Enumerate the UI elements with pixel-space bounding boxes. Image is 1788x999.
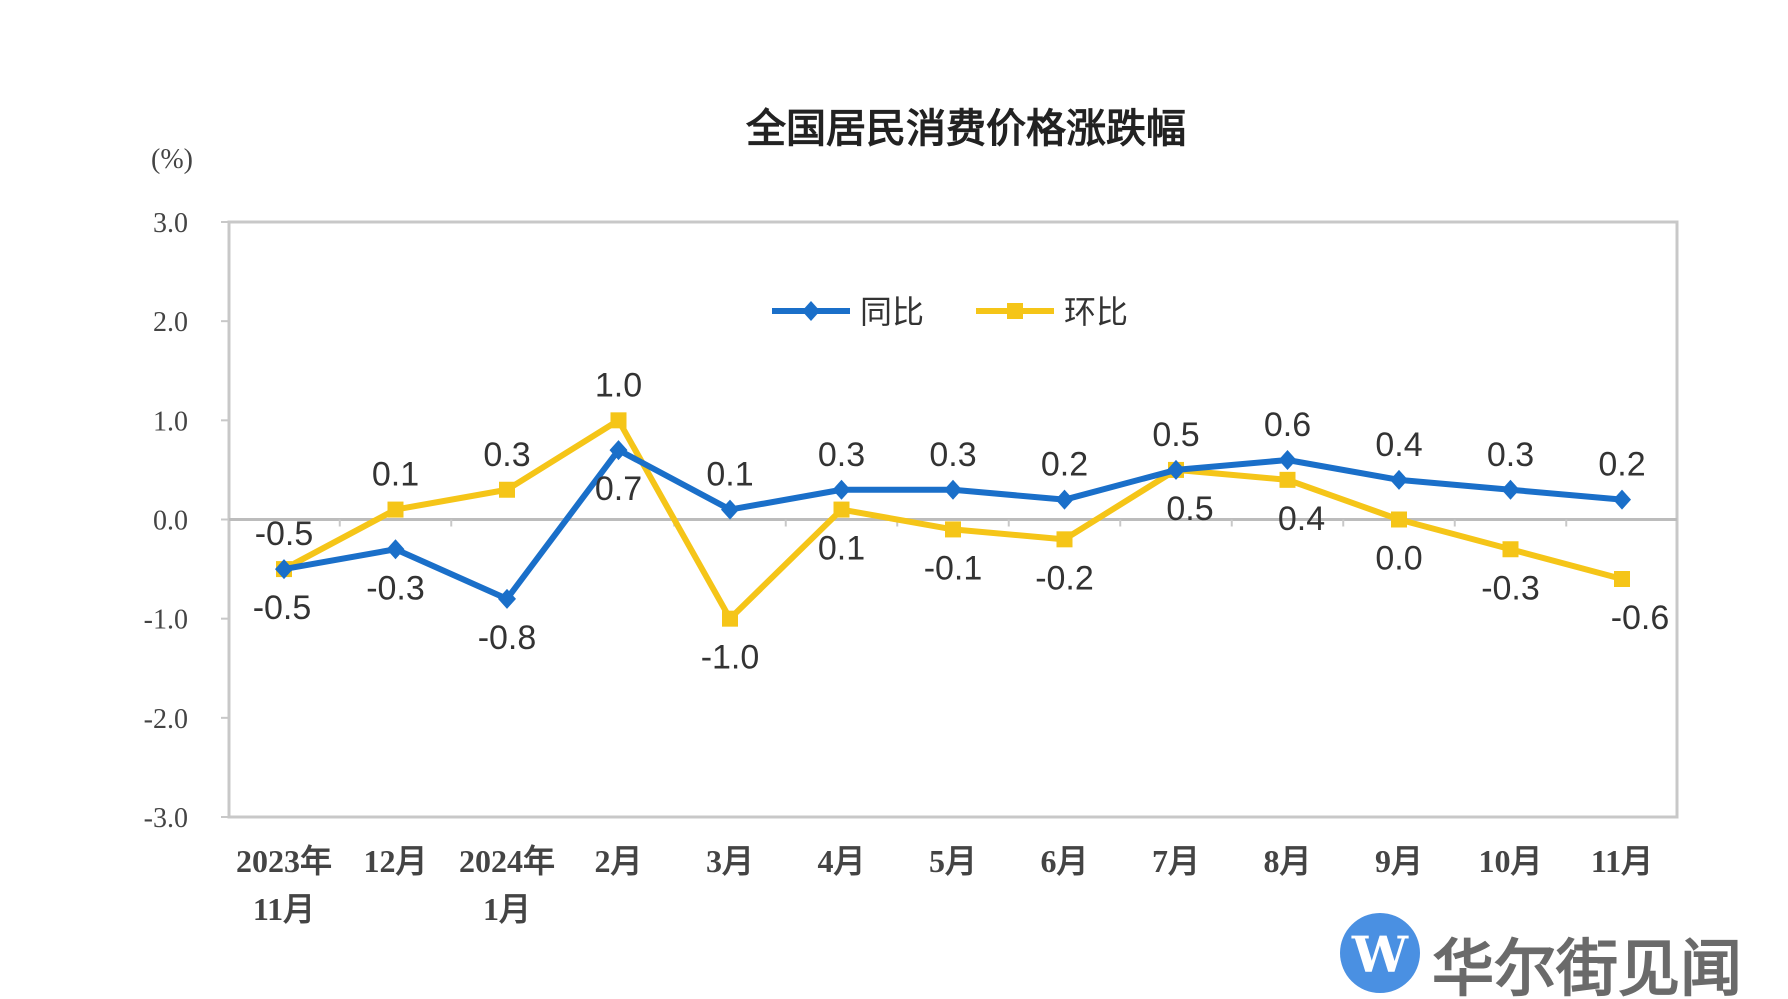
x-tick-label: 7月	[1152, 843, 1200, 879]
watermark-text: 华尔街见闻	[1432, 932, 1742, 999]
y-axis-unit: (%)	[151, 144, 193, 175]
x-tick-label: 2023年	[236, 843, 332, 879]
data-label-mom: -0.5	[255, 515, 314, 553]
x-tick-label: 5月	[929, 843, 977, 879]
data-label-yoy: 0.3	[929, 436, 976, 474]
data-point-yoy	[386, 539, 405, 560]
data-label-mom: 0.4	[1278, 500, 1325, 538]
x-tick-label: 10月	[1478, 843, 1542, 879]
x-tick-label: 9月	[1375, 843, 1423, 879]
data-label-mom: 0.1	[818, 530, 865, 568]
data-label-mom: -0.2	[1035, 559, 1094, 597]
data-label-yoy: 0.3	[1487, 436, 1534, 474]
x-tick-label: 6月	[1040, 843, 1088, 879]
data-label-yoy: 0.2	[1041, 446, 1088, 484]
y-tick-label: 0.0	[153, 506, 188, 537]
y-tick-label: 2.0	[153, 307, 188, 338]
x-tick-label: 11月	[1591, 843, 1653, 879]
data-point-yoy	[498, 588, 516, 609]
data-label-yoy: 0.7	[595, 470, 642, 508]
data-point-yoy	[832, 479, 851, 500]
legend-label-yoy: 同比	[860, 293, 924, 331]
data-label-yoy: 0.3	[818, 436, 865, 474]
y-tick-label: 3.0	[153, 208, 188, 239]
x-tick-label: 2月	[594, 843, 642, 879]
data-label-mom: -0.6	[1611, 599, 1670, 637]
data-label-yoy: -0.3	[366, 569, 425, 607]
data-label-mom: 0.1	[372, 456, 419, 494]
data-point-mom	[387, 501, 404, 518]
data-label-yoy: -0.5	[253, 589, 312, 627]
data-label-yoy: -0.8	[478, 619, 537, 657]
x-tick-label: 3月	[706, 843, 754, 879]
data-point-yoy	[1055, 489, 1074, 510]
y-tick-label: -2.0	[144, 704, 188, 735]
watermark-logo-icon	[1340, 913, 1420, 993]
data-label-mom: 0.0	[1375, 540, 1422, 578]
data-point-mom	[1502, 541, 1519, 558]
legend: 同比 环比	[772, 293, 1128, 331]
data-label-yoy: 0.1	[706, 456, 753, 494]
data-label-yoy: 0.6	[1264, 406, 1311, 444]
data-point-mom	[722, 610, 738, 627]
data-label-mom: 1.0	[595, 366, 642, 404]
data-point-yoy	[275, 559, 293, 580]
data-point-yoy	[1390, 469, 1408, 490]
legend-diamond-icon	[802, 301, 820, 321]
legend-square-icon	[1007, 303, 1023, 319]
data-point-yoy	[1278, 450, 1297, 470]
data-label-mom: -0.1	[924, 549, 983, 587]
data-point-mom	[499, 481, 515, 498]
x-tick-label: 12月	[363, 843, 427, 879]
data-point-mom	[610, 412, 627, 429]
data-point-mom	[1614, 571, 1630, 587]
data-point-mom	[833, 501, 850, 518]
data-point-yoy	[1613, 489, 1631, 510]
data-point-mom	[1056, 531, 1073, 548]
data-point-mom	[1391, 511, 1407, 528]
data-label-mom: -0.3	[1481, 569, 1540, 607]
data-point-yoy	[1501, 479, 1520, 500]
x-tick-label: 1月	[483, 891, 531, 927]
data-label-yoy: 0.4	[1375, 426, 1422, 464]
y-tick-label: -1.0	[144, 605, 188, 636]
x-tick-label: 11月	[253, 891, 315, 927]
chart-title: 全国居民消费价格涨跌幅	[745, 106, 1186, 152]
data-label-yoy: 0.2	[1598, 446, 1645, 484]
data-point-yoy	[944, 479, 962, 500]
legend-label-mom: 环比	[1064, 293, 1128, 331]
data-point-yoy	[1167, 459, 1185, 480]
data-point-yoy	[609, 440, 628, 461]
data-label-mom: 0.3	[483, 436, 530, 474]
y-tick-label: -3.0	[144, 803, 188, 834]
data-label-yoy: 0.5	[1152, 416, 1199, 454]
x-tick-label: 8月	[1263, 843, 1311, 879]
x-tick-label: 2024年	[459, 843, 555, 879]
x-tick-label: 4月	[817, 843, 865, 879]
data-point-mom	[945, 521, 961, 538]
data-label-mom: 0.5	[1166, 490, 1213, 528]
watermark: W 华尔街见闻	[1340, 913, 1742, 999]
data-point-mom	[1279, 471, 1296, 488]
watermark-logo-letter: W	[1351, 925, 1409, 984]
y-tick-label: 1.0	[153, 406, 188, 437]
data-label-mom: -1.0	[701, 639, 760, 677]
data-point-yoy	[721, 499, 739, 520]
